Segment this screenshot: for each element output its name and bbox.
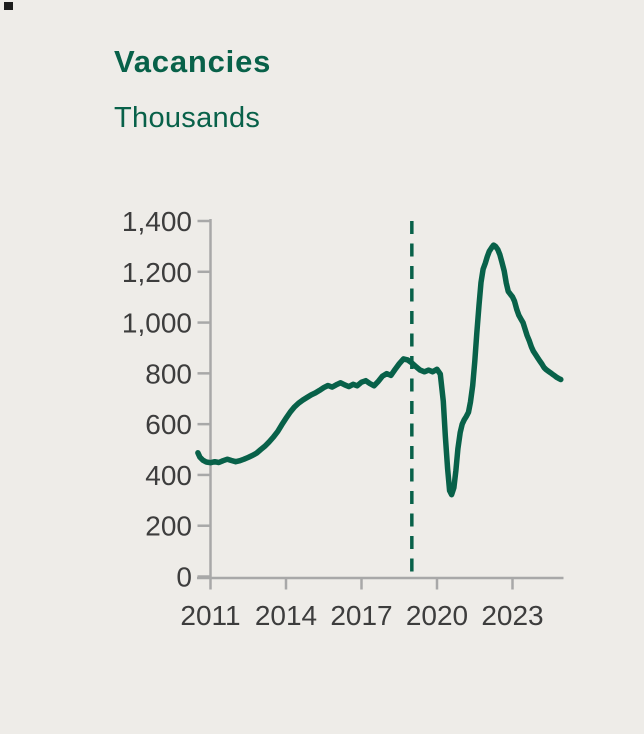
y-tick-label: 400 (145, 460, 192, 491)
x-tick-label: 2014 (255, 600, 317, 631)
y-tick-label: 1,200 (122, 257, 192, 288)
x-tick-label: 2011 (180, 600, 240, 631)
x-tick-label: 2023 (481, 600, 543, 631)
y-tick-label: 800 (145, 358, 192, 389)
y-tick-label: 600 (145, 409, 192, 440)
chart-subtitle: Thousands (114, 102, 261, 134)
y-tick-label: 1,400 (122, 206, 192, 237)
y-tick-label: 0 (176, 562, 192, 593)
vacancies-series-line (195, 242, 564, 498)
corner-mark (4, 2, 13, 10)
y-tick-label: 200 (145, 511, 192, 542)
x-tick-label: 2020 (406, 600, 468, 631)
x-tick-label: 2017 (330, 600, 392, 631)
chart-title: Vacancies (114, 44, 272, 79)
y-tick-label: 1,000 (122, 308, 192, 339)
